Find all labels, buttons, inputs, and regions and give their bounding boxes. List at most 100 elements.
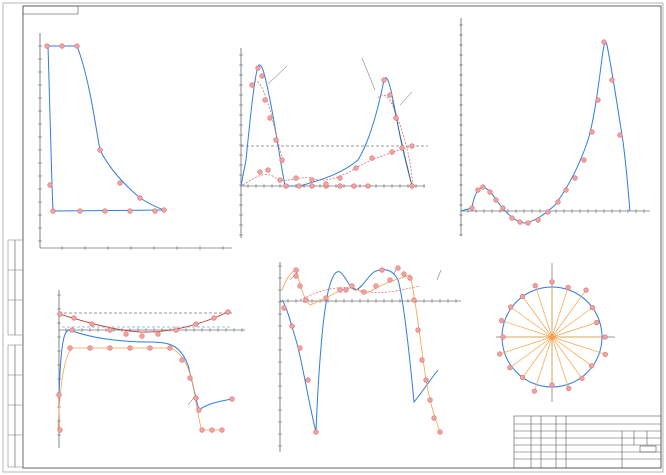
polar-marker xyxy=(549,382,555,388)
pv-marker xyxy=(77,208,83,214)
acc-marker xyxy=(337,287,343,293)
acc-marker xyxy=(387,277,393,283)
vel-marker xyxy=(173,327,179,333)
vel-upper-curve xyxy=(58,311,229,333)
force-marker xyxy=(387,92,393,98)
acceleration-diagram xyxy=(278,262,461,452)
force-leader-4 xyxy=(391,99,413,187)
polar-ray xyxy=(534,336,553,392)
force-marker xyxy=(309,183,315,189)
polar-rays xyxy=(499,282,606,392)
pv-marker xyxy=(127,208,133,214)
polar-marker xyxy=(519,374,526,381)
force-marker xyxy=(262,97,268,103)
torque-marker xyxy=(595,97,601,103)
force-marker xyxy=(309,177,315,183)
acc-marker xyxy=(401,271,407,277)
vel-marker xyxy=(179,357,185,363)
vel-marker xyxy=(107,327,113,333)
force-marker xyxy=(351,183,357,189)
vel-marker xyxy=(193,395,199,401)
acc-marker xyxy=(293,273,299,279)
polar-marker xyxy=(566,385,572,392)
force-marker xyxy=(265,167,271,173)
vel-marker xyxy=(71,315,77,321)
polar-ray xyxy=(534,285,553,338)
acc-marker xyxy=(373,283,379,289)
polar-marker xyxy=(500,334,506,340)
vel-marker xyxy=(225,309,231,315)
force-lower-curve xyxy=(242,145,413,186)
vel-marker xyxy=(155,331,161,337)
force-marker xyxy=(277,177,283,183)
vel-marker xyxy=(187,375,193,381)
acc-marker xyxy=(419,357,425,363)
acc-marker xyxy=(379,267,385,273)
force-marker xyxy=(273,137,279,143)
acc-marker xyxy=(289,323,295,329)
polar-marker xyxy=(579,375,585,381)
vel-marker xyxy=(229,396,235,402)
torque-marker xyxy=(563,187,569,193)
vel-marker xyxy=(139,333,145,339)
acc-marker xyxy=(411,297,417,303)
force-marker xyxy=(353,165,359,171)
torque-diagram xyxy=(459,18,650,236)
pv-marker xyxy=(47,182,53,188)
vel-markers xyxy=(56,309,235,433)
polar-marker xyxy=(497,351,503,357)
polar-markers xyxy=(497,279,608,394)
force-leader-2 xyxy=(361,57,376,91)
force-marker xyxy=(293,175,299,181)
force-marker xyxy=(381,77,387,83)
acc-marker xyxy=(293,267,299,273)
velocity-diagram xyxy=(56,290,245,448)
polar-marker xyxy=(602,351,608,357)
vel-marker xyxy=(67,345,73,351)
torque-markers xyxy=(469,39,623,226)
pv-marker xyxy=(117,180,123,186)
top-stamp-box xyxy=(22,5,79,15)
polar-ray xyxy=(510,306,553,338)
force-marker xyxy=(283,183,289,189)
polar-ray xyxy=(499,336,553,355)
pv-marker xyxy=(59,43,65,49)
pv-marker xyxy=(44,43,50,49)
pv-marker xyxy=(161,207,167,213)
force-marker xyxy=(296,183,302,189)
force-leader-1 xyxy=(267,65,288,85)
torque-marker xyxy=(469,205,475,211)
polar-ray xyxy=(551,289,587,338)
acc-secondary-curve xyxy=(281,269,441,433)
torque-marker xyxy=(555,199,561,205)
torque-marker xyxy=(509,215,515,221)
vel-marker xyxy=(57,427,63,433)
polar-marker xyxy=(583,287,589,293)
polar-ray xyxy=(522,336,553,378)
polar-marker xyxy=(507,365,513,371)
force-ticks xyxy=(239,54,425,236)
force-marker xyxy=(389,149,395,155)
force-marker xyxy=(249,82,255,88)
polar-ray xyxy=(509,336,553,368)
vel-lower-curve xyxy=(57,347,222,431)
force-marker xyxy=(337,175,343,181)
torque-marker xyxy=(480,184,486,190)
polar-ray xyxy=(501,320,553,338)
polar-marker xyxy=(602,334,608,340)
acc-marker xyxy=(297,345,303,351)
pv-markers xyxy=(44,43,167,214)
vel-marker xyxy=(123,331,129,337)
torque-marker xyxy=(609,77,615,83)
force-secondary-curve-right xyxy=(377,94,414,187)
force-marker xyxy=(337,183,343,189)
title-block xyxy=(513,415,662,469)
force-marker xyxy=(323,181,329,187)
acc-marker xyxy=(415,327,421,333)
vel-marker xyxy=(87,345,93,351)
acc-marker xyxy=(323,295,329,301)
torque-ticks xyxy=(459,24,645,236)
acc-marker xyxy=(343,287,349,293)
